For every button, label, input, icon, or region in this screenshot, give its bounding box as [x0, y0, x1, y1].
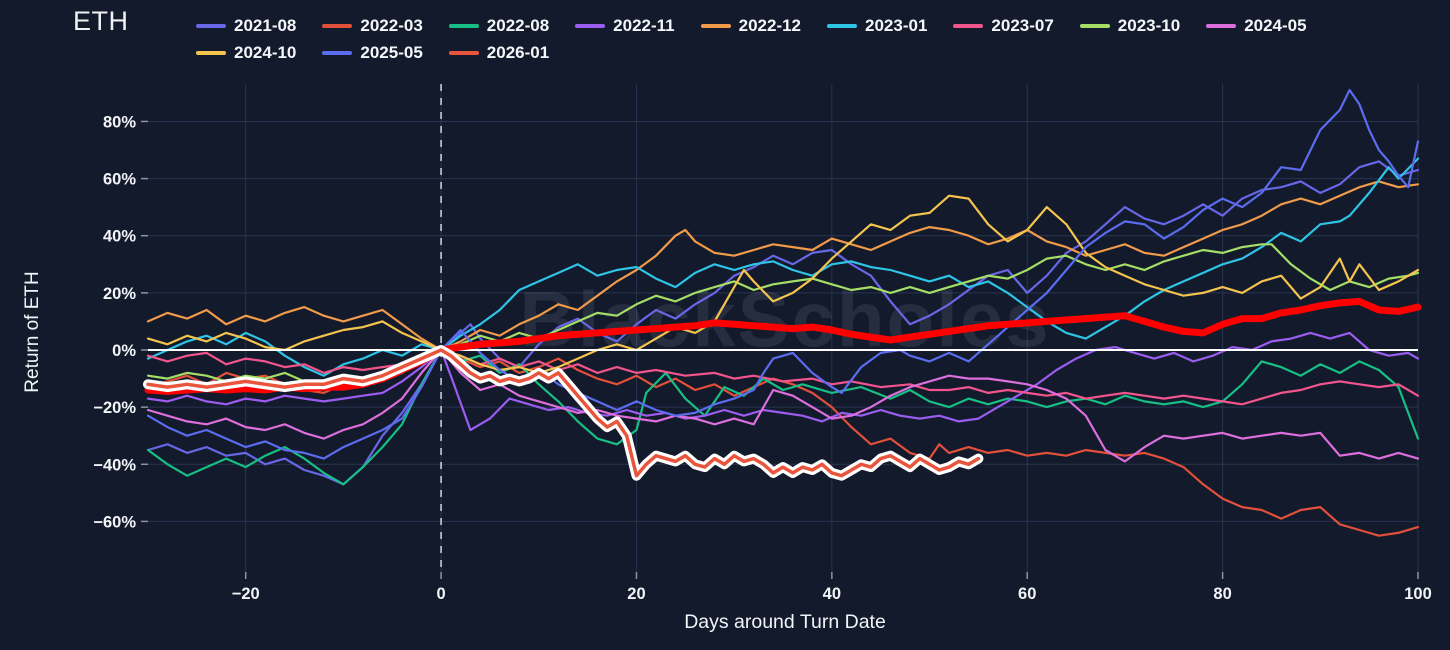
legend-item-2022-11[interactable]: 2022-11: [575, 16, 675, 36]
plot-area[interactable]: [148, 84, 1418, 572]
legend-label: 2022-12: [738, 16, 802, 35]
legend-label: 2022-08: [486, 16, 550, 35]
legend-item-2025-05[interactable]: 2025-05: [322, 43, 423, 63]
legend-item-2021-08[interactable]: 2021-08: [196, 16, 296, 36]
x-tick-label: −20: [232, 585, 260, 603]
legend-swatch-icon: [322, 24, 353, 28]
legend-swatch-icon: [953, 24, 984, 28]
legend-swatch-icon: [322, 51, 353, 55]
page-title: ETH: [73, 6, 129, 36]
x-tick-label: 100: [1404, 585, 1432, 603]
y-tick-label: −20%: [93, 399, 136, 417]
legend-swatch-icon: [575, 24, 606, 28]
legend-item-2022-12[interactable]: 2022-12: [700, 16, 802, 36]
legend-item-2022-08[interactable]: 2022-08: [448, 16, 550, 36]
legend-swatch-icon: [1079, 24, 1110, 28]
watermark: BlackScholes: [519, 275, 1050, 363]
legend-item-2024-10[interactable]: 2024-10: [196, 43, 296, 63]
series-line-2023-07: [146, 348, 1420, 406]
legend-item-2023-07[interactable]: 2023-07: [953, 16, 1054, 36]
legend-label: 2022-03: [360, 16, 423, 35]
series-line-2025-05: [146, 88, 1420, 460]
y-tick-label: 20%: [103, 285, 136, 303]
y-tick-label: −40%: [93, 456, 136, 474]
x-axis-title: Days around Turn Date: [684, 611, 886, 633]
legend-label: 2023-07: [991, 16, 1054, 35]
legend-swatch-icon: [196, 24, 226, 28]
y-tick-label: −60%: [93, 513, 136, 531]
series-line-2024-10: [146, 194, 1420, 374]
legend-label: 2023-10: [1117, 16, 1181, 35]
series-line-2026-01: [146, 348, 981, 478]
y-tick-label: 60%: [103, 171, 136, 189]
legend-label: 2025-05: [360, 43, 423, 62]
series-line-2023-01: [146, 157, 1420, 377]
legend-label: 2022-11: [613, 16, 675, 35]
y-tick-label: 80%: [103, 113, 136, 131]
legend-item-2024-05[interactable]: 2024-05: [1206, 16, 1307, 36]
x-tick-label: 40: [823, 585, 841, 603]
y-tick-label: 0%: [112, 342, 136, 360]
x-tick-label: 0: [436, 585, 445, 603]
legend-swatch-icon: [448, 24, 479, 28]
series-line-2024-05: [146, 348, 1420, 463]
legend-label: 2024-05: [1244, 16, 1307, 35]
chart-legend: 2021-08 2022-03 2022-08 2022-11 2022-12 2023-…: [196, 16, 1406, 63]
y-axis-title: Return of ETH: [22, 271, 43, 392]
legend-label: 2026-01: [486, 43, 550, 62]
legend-swatch-icon: [1206, 24, 1237, 28]
legend-swatch-icon: [700, 24, 731, 28]
axis-labels: −20 0 20 40 60 80 100 80% 60% 40% 20% 0% −20% −40% −60…: [93, 113, 1431, 603]
series-line-2022-11: [146, 331, 1420, 432]
legend-swatch-icon: [196, 51, 226, 55]
legend-item-2023-10[interactable]: 2023-10: [1079, 16, 1181, 36]
x-tick-label: 80: [1213, 585, 1231, 603]
legend-item-2022-03[interactable]: 2022-03: [322, 16, 423, 36]
legend-label: 2024-10: [234, 43, 297, 62]
legend-item-2023-01[interactable]: 2023-01: [827, 16, 927, 36]
legend-label: 2021-08: [234, 16, 297, 35]
legend-label: 2023-01: [865, 16, 928, 35]
legend-swatch-icon: [827, 24, 858, 28]
series-line-2022-12: [146, 180, 1420, 352]
y-tick-label: 40%: [103, 228, 136, 246]
legend-swatch-icon: [448, 51, 479, 55]
x-tick-label: 20: [627, 585, 645, 603]
series-lines: [143, 84, 1422, 572]
x-tick-label: 60: [1018, 585, 1036, 603]
legend-item-2026-01[interactable]: 2026-01: [448, 43, 550, 63]
